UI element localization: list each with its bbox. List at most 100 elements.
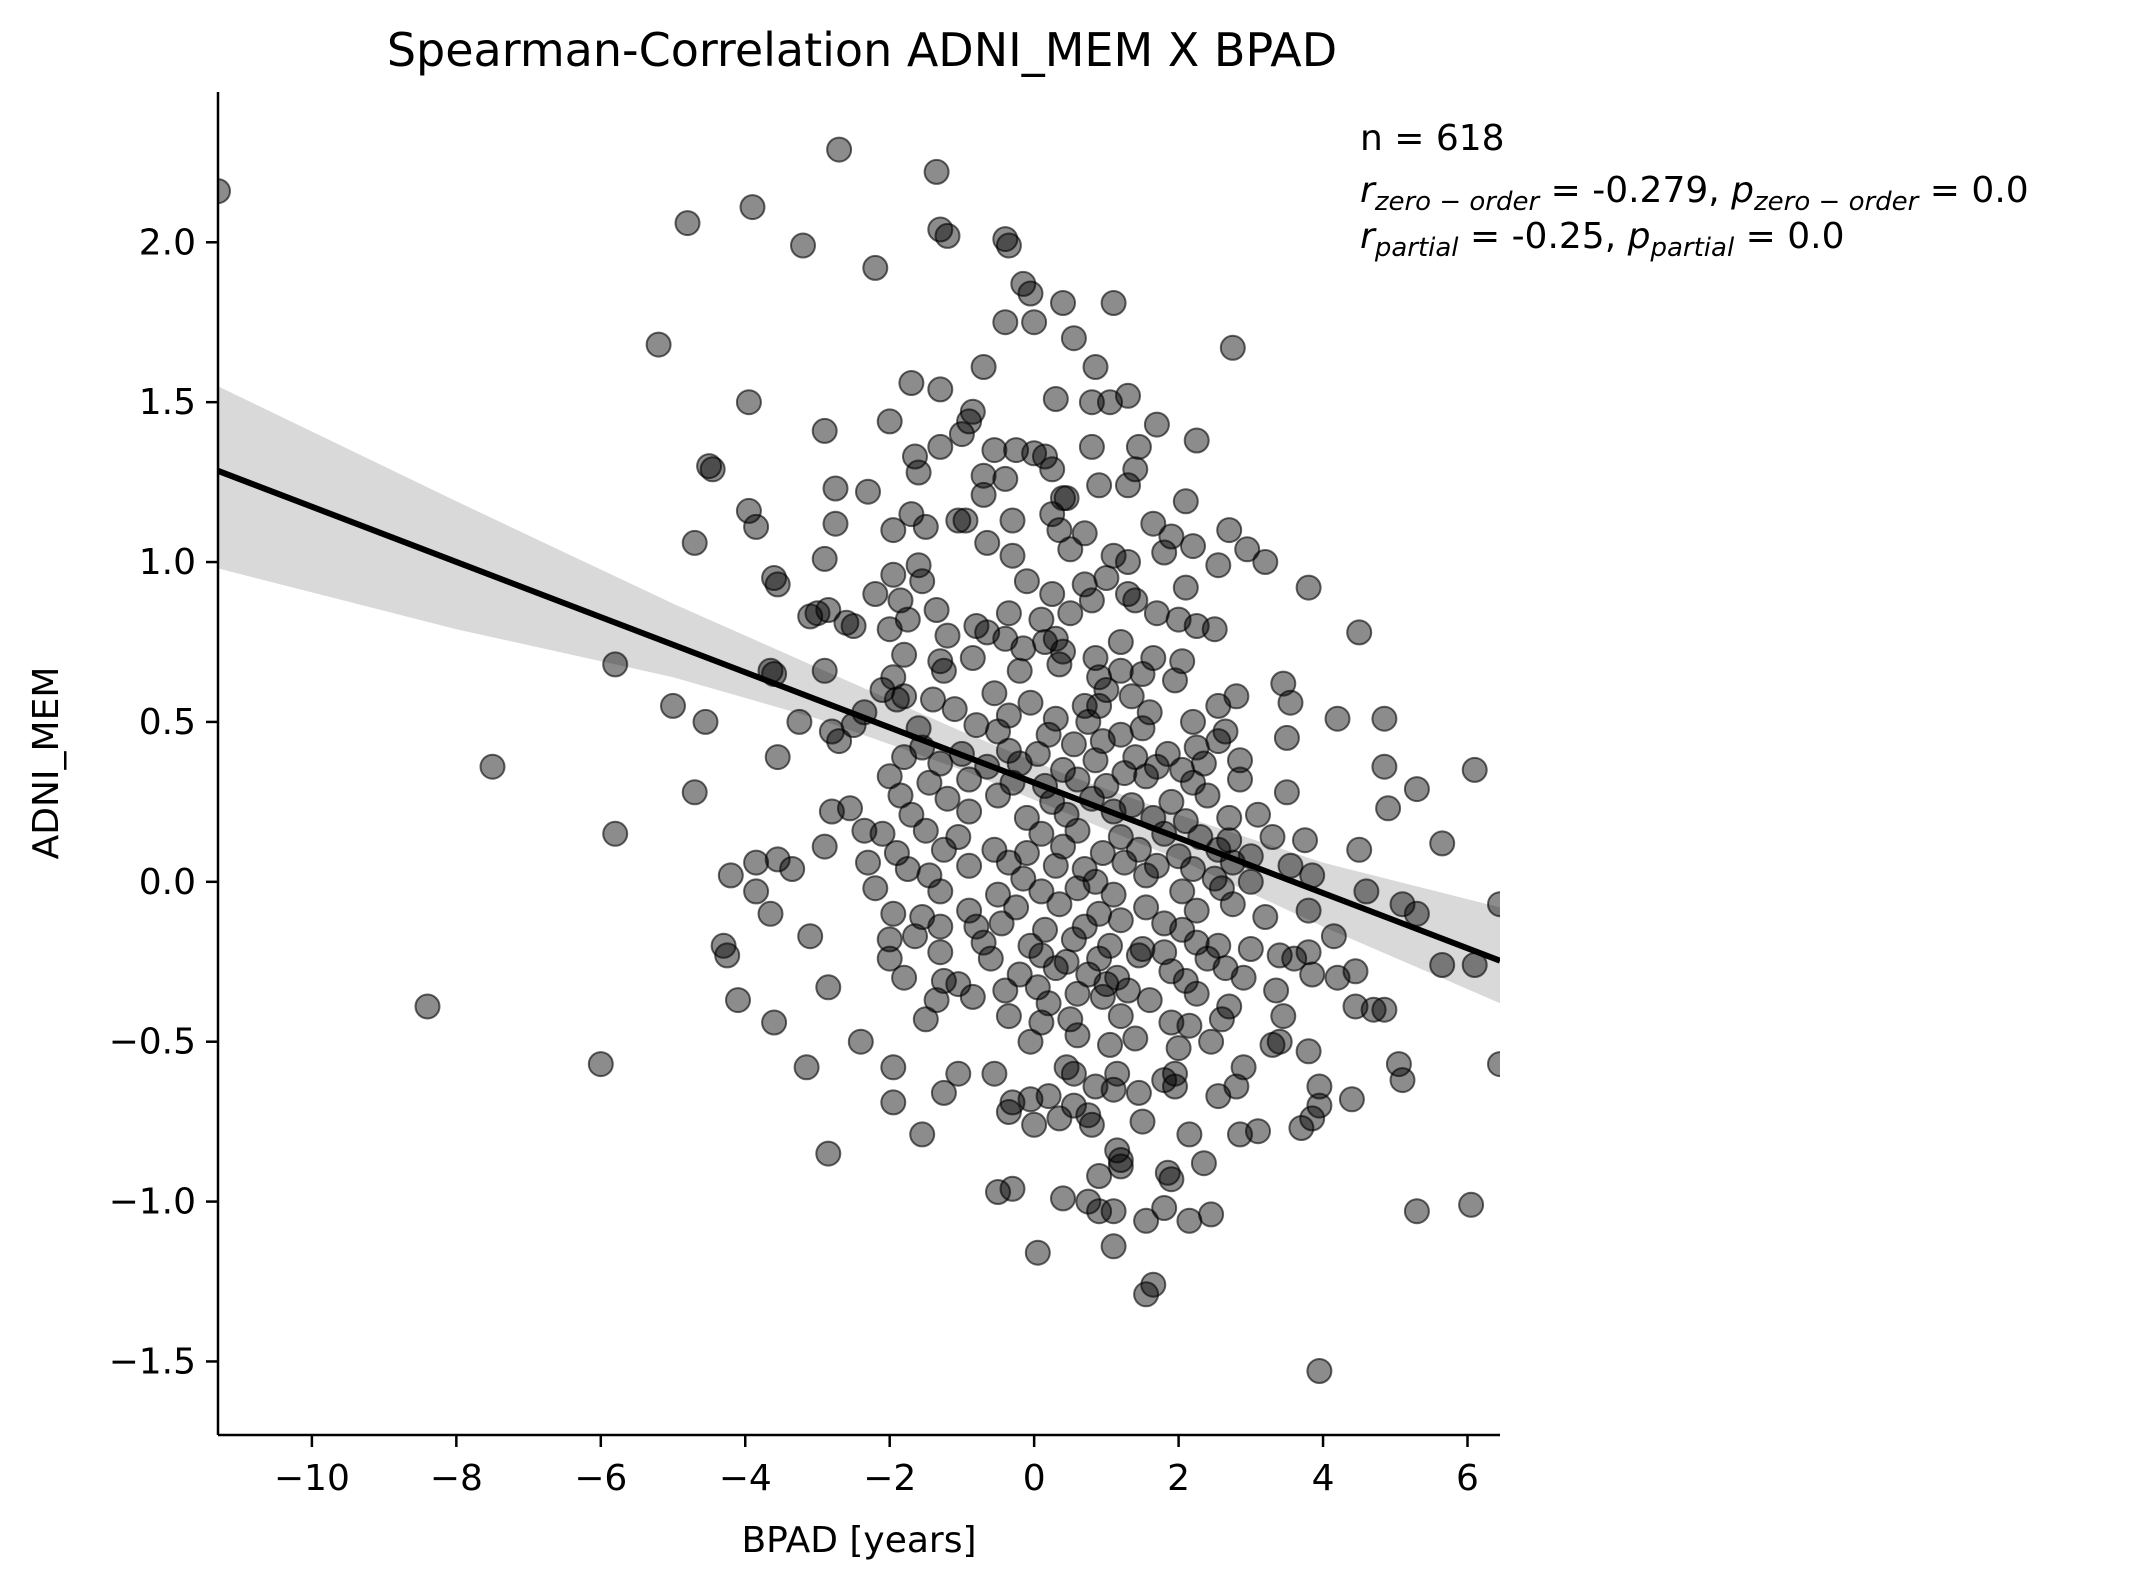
scatter-point [1176,1207,1203,1234]
scatter-point [1252,549,1279,575]
y-tick-label: −0.5 [109,1022,196,1063]
x-tick-label: −2 [863,1458,916,1499]
scatter-point [764,744,791,771]
scatter-point [1230,1054,1257,1081]
scatter-point [999,507,1026,534]
scatter-point [757,900,784,927]
scatter-point [1028,878,1055,905]
scatter-point [1057,536,1084,563]
scatter-point [1086,472,1113,499]
scatter-point [1024,1239,1051,1266]
scatter-point [1060,325,1087,352]
scatter-point [1216,517,1243,544]
scatter-point [1064,980,1091,1007]
scatter-point [1064,817,1091,844]
x-tick-label: 6 [1456,1458,1479,1499]
scatter-point [1429,830,1456,857]
scatter-point [1060,926,1087,953]
scatter-point [956,766,983,793]
scatter-point [1273,779,1300,806]
scatter-point [1151,939,1178,966]
scatter-point [764,846,791,873]
scatter-point [743,878,770,905]
scatter-point [1201,616,1228,643]
scatter-point [930,1079,957,1106]
scatter-point [1375,795,1402,822]
scatter-point [1208,1006,1235,1033]
x-tick-label: −8 [430,1458,483,1499]
scatter-point [992,977,1019,1004]
y-axis-label: ADNI_MEM [26,667,67,860]
scatter-point [1403,900,1430,927]
y-tick-label: −1.0 [109,1182,196,1223]
scatter-point [988,910,1015,937]
scatter-point [1353,878,1380,905]
scatter-point [1169,878,1196,905]
scatter-point [1021,1111,1048,1138]
scatter-point [1115,472,1141,499]
scatter-point [930,836,957,863]
scatter-point [602,820,629,847]
scatter-point [1266,1028,1293,1055]
scatter-point [1165,843,1192,870]
scatter-point [826,728,853,755]
scatter-point [1237,868,1264,895]
scatter-point [1205,552,1232,579]
scatter-point [1050,756,1076,783]
scatter-point [1140,510,1167,537]
scatter-point [1277,852,1304,879]
scatter-point [1046,891,1073,918]
scatter-point [786,708,813,735]
scatter-point [963,913,990,940]
scatter-point [1107,1147,1134,1173]
scatter-point [876,408,903,435]
scatter-point [1039,501,1066,528]
y-tick-label: 2.0 [139,222,196,263]
scatter-point [1057,1006,1084,1033]
scatter-point [927,433,954,460]
scatter-point [880,1054,907,1081]
scatter-point [999,1175,1026,1202]
scatter-point [981,680,1008,707]
scatter-point [1042,852,1069,879]
scatter-point [1013,804,1040,831]
scatter-point [956,798,983,825]
scatter-point [840,613,867,639]
scatter-point [692,708,719,735]
scatter-point [1100,290,1127,316]
scatter-point [1125,836,1152,863]
x-axis-ticks: −10 −8 −6 −4 −2 0 2 4 6 [274,1435,1479,1499]
scatter-point [815,597,842,623]
scatter-point [1133,1281,1160,1308]
scatter-point [797,923,824,950]
scatter-point [985,881,1011,908]
scatter-point [1028,820,1055,847]
scatter-point [1487,891,1500,918]
scatter-point [1172,488,1199,515]
scatter-point [916,769,943,796]
scatter-point [1143,600,1170,627]
scatter-point [1086,1163,1113,1189]
scatter-point [1371,996,1398,1023]
scatter-point [1245,801,1271,828]
scatter-point [822,475,849,502]
scatter-point [959,645,986,671]
scatter-point [725,987,751,1014]
scatter-point [880,900,907,927]
scatter-point [696,453,723,480]
scatter-point [779,856,806,882]
r-partial-subscript: partial [1374,233,1459,263]
scatter-point [1180,856,1206,882]
scatter-points-layer [218,136,1500,1384]
scatter-point [1082,645,1109,671]
scatter-point [1237,936,1264,962]
scatter-point [883,686,910,713]
scatter-point [1089,728,1116,755]
x-tick-label: 2 [1167,1458,1190,1499]
scatter-point [905,459,932,486]
scatter-point [1035,990,1062,1017]
scatter-point [970,354,997,380]
scatter-point [876,616,903,643]
r-zero-value: = -0.279, [1539,170,1731,211]
p-partial-subscript: partial [1649,233,1734,263]
